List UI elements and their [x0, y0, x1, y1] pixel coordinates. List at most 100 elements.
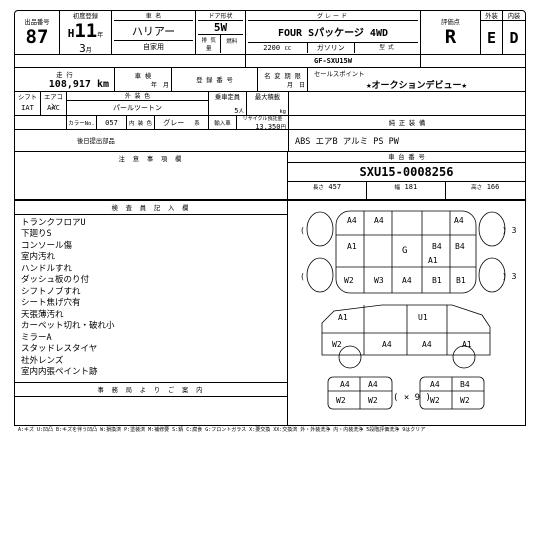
svg-text:B1: B1 [432, 276, 442, 285]
car-name: ハリアー [114, 21, 193, 40]
year-unit: 年 [97, 30, 103, 39]
note-line: シート焦げ穴有 [21, 298, 281, 309]
insp-y: 年 [151, 82, 157, 89]
svg-text:) 3: ) 3 [502, 272, 517, 281]
rem-label: 後日提出部品 [17, 136, 286, 145]
nc-label: 名 変 期 限 [260, 71, 305, 80]
svg-text:A4: A4 [368, 380, 378, 389]
svg-text:A4: A4 [402, 276, 412, 285]
auction-sheet: 出品番号 87 初度登録 H 11 年 3月 車 名 ハリアー 自家用 ドア形状… [14, 10, 526, 426]
svg-text:B1: B1 [456, 276, 466, 285]
svg-text:G: G [402, 246, 407, 256]
door-label: ドア形状 [198, 12, 243, 21]
length: 457 [328, 183, 341, 191]
hgt-label: 高さ [471, 185, 482, 191]
svg-text:W2: W2 [336, 396, 346, 405]
model-code: GF‑SXU15W [248, 57, 418, 65]
door: 5W [198, 21, 243, 34]
svg-text:A4: A4 [422, 340, 432, 349]
svg-text:B4: B4 [460, 380, 470, 389]
legend: A:キズ U:凹凸 B:キズを伴う凹凸 W:損換済 P:塗装済 M:補修要 S:… [14, 426, 526, 435]
svg-text:(: ( [300, 272, 305, 281]
model-label: 型 式 [355, 43, 418, 51]
svg-text:W2: W2 [368, 396, 378, 405]
year: 11 [74, 20, 97, 42]
load-label: 最大積載 [247, 92, 288, 101]
svg-text:A1: A1 [347, 242, 357, 251]
note-line: カーペット切れ・破れ小 [21, 321, 281, 332]
cn-label: カラーNo. [67, 116, 97, 129]
section-mid: 注 意 事 項 欄 車 台 番 号 SXU15‑0008256 長さ 457 幅… [15, 152, 525, 200]
lot-number: 87 [17, 26, 57, 48]
caution-label: 注 意 事 項 欄 [15, 152, 287, 165]
svg-text:W2: W2 [332, 340, 342, 349]
grade-label: グレード [248, 12, 418, 21]
grade: FOUR Sパッケージ 4WD [248, 21, 418, 42]
imp-label: 輸入車 [211, 119, 234, 127]
nc-m: 月 [287, 82, 293, 89]
disp-unit: CC [285, 46, 292, 52]
damage-diagram: A4 A4 A4 A1 B4 B4 W2 W3 B1 B1 G A4 A1 ()… [287, 201, 525, 425]
disp-label: 排 気 量 [199, 36, 219, 52]
svg-text:A4: A4 [430, 380, 440, 389]
len-label: 長さ [313, 185, 324, 191]
month-unit: 月 [86, 47, 92, 54]
inspnotes-label: 検 査 員 記 入 欄 [15, 201, 287, 215]
svg-text:A4: A4 [374, 216, 384, 225]
section-body: 検 査 員 記 入 欄 トランクフロアU下廻りSコンソール傷室内汚れハンドルすれ… [15, 200, 525, 425]
row-shift: シフト IAT エアコン AAC 外 装 色 パールツートン 乗車定員 5 人 … [15, 92, 525, 116]
svg-text:) 3: ) 3 [502, 226, 517, 235]
color: パールツートン [67, 101, 208, 115]
equip-label: 純 正 装 備 [291, 118, 523, 127]
equipment: ABS エアB アルミ PS PW [291, 133, 523, 149]
rec-label: リサイクル預託金 [237, 115, 288, 122]
shift: IAT [15, 101, 40, 115]
cap-label: 乗車定員 [209, 92, 246, 101]
note-line: ダッシュ板のり付 [21, 275, 281, 286]
svg-text:A1: A1 [462, 340, 472, 349]
intc-label: 内 装 色 [127, 116, 155, 129]
svg-text:A4: A4 [382, 340, 392, 349]
intc-unit: 系 [194, 119, 200, 127]
car-use: 自家用 [114, 41, 193, 53]
note-line: ミラーA [21, 333, 281, 344]
nc-d: 日 [299, 82, 305, 89]
odo-label: 走 行 [17, 70, 112, 79]
svg-text:U1: U1 [418, 313, 428, 322]
height: 166 [487, 183, 500, 191]
note-line: 室内内張ペイント跡 [21, 367, 281, 378]
note-line: ハンドルすれ [21, 264, 281, 275]
svg-text:W2: W2 [460, 396, 470, 405]
odometer: 108,917 km [17, 79, 112, 90]
wid-label: 幅 [395, 185, 401, 191]
note-line: 天張薄汚れ [21, 310, 281, 321]
score-label: 評価点 [423, 17, 478, 26]
ext-label: 外装 [481, 11, 502, 21]
svg-text:W3: W3 [374, 276, 384, 285]
svg-text:W2: W2 [344, 276, 354, 285]
note-line: 社外レンズ [21, 356, 281, 367]
note-line: 室内汚れ [21, 252, 281, 263]
carname-label: 車 名 [114, 12, 193, 21]
firstreg-label: 初度登録 [62, 11, 109, 20]
int-score: D [503, 21, 525, 54]
svg-text:B4: B4 [432, 242, 442, 251]
svg-text:(: ( [300, 226, 305, 235]
dmg-x9: ( × 9 ) [393, 393, 431, 403]
note-line: スタッドレスタイヤ [21, 344, 281, 355]
svg-text:W2: W2 [430, 396, 440, 405]
era: H [68, 27, 75, 40]
svg-text:A1: A1 [338, 313, 348, 322]
width: 181 [405, 183, 418, 191]
sp-label: セールスポイント [310, 69, 523, 78]
svg-text:A1: A1 [428, 256, 438, 265]
header-row: 出品番号 87 初度登録 H 11 年 3月 車 名 ハリアー 自家用 ドア形状… [15, 11, 525, 55]
row-odo: 走 行 108,917 km 車 検 年 月 登 録 番 号 名 変 期 限 月… [15, 68, 525, 92]
note-line: シフトノブすれ [21, 287, 281, 298]
lot-label: 出品番号 [17, 17, 57, 26]
ext-score: E [481, 21, 502, 54]
month: 3 [79, 42, 86, 55]
note-line: トランクフロアU [21, 218, 281, 229]
int-label: 内装 [503, 11, 525, 21]
fuel-label: 燃料 [226, 39, 237, 45]
